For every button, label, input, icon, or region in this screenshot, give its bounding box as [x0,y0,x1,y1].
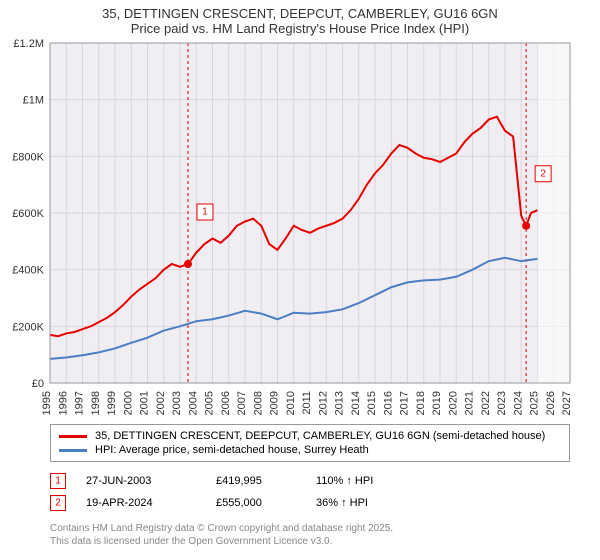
events-table: 1 27-JUN-2003 £419,995 110% ↑ HPI 2 19-APR-20… [50,470,570,514]
svg-text:2000: 2000 [122,391,134,415]
event-pct: 110% ↑ HPI [316,475,416,487]
svg-text:2014: 2014 [350,391,362,415]
svg-text:2004: 2004 [187,391,199,415]
legend-label: 35, DETTINGEN CRESCENT, DEEPCUT, CAMBERL… [95,430,545,442]
svg-text:2012: 2012 [317,391,329,415]
svg-text:2008: 2008 [252,391,264,415]
svg-text:2001: 2001 [139,391,151,415]
legend-row: HPI: Average price, semi-detached house,… [59,443,561,457]
footer-line-1: Contains HM Land Registry data © Crown c… [50,522,570,535]
svg-text:1996: 1996 [57,391,69,415]
svg-text:£200K: £200K [12,321,44,333]
svg-text:2018: 2018 [415,391,427,415]
svg-text:2016: 2016 [382,391,394,415]
svg-text:£0: £0 [32,378,44,390]
svg-text:2015: 2015 [366,391,378,415]
svg-text:2: 2 [540,168,546,179]
svg-text:1999: 1999 [106,391,118,415]
svg-text:£400K: £400K [12,265,44,277]
legend-swatch [59,435,87,438]
svg-text:2007: 2007 [236,391,248,415]
svg-text:1997: 1997 [74,391,86,415]
event-date: 19-APR-2024 [86,497,196,509]
svg-text:£1M: £1M [23,95,44,107]
svg-text:2010: 2010 [285,391,297,415]
svg-text:2021: 2021 [464,391,476,415]
svg-text:2002: 2002 [155,391,167,415]
svg-text:2024: 2024 [512,391,524,415]
svg-text:£600K: £600K [12,208,44,220]
event-row: 2 19-APR-2024 £555,000 36% ↑ HPI [50,492,570,514]
svg-text:1998: 1998 [90,391,102,415]
title-line-1: 35, DETTINGEN CRESCENT, DEEPCUT, CAMBERL… [10,6,590,21]
event-row: 1 27-JUN-2003 £419,995 110% ↑ HPI [50,470,570,492]
svg-text:2022: 2022 [480,391,492,415]
svg-text:2023: 2023 [496,391,508,415]
legend-row: 35, DETTINGEN CRESCENT, DEEPCUT, CAMBERL… [59,429,561,443]
event-marker: 2 [50,495,66,511]
event-date: 27-JUN-2003 [86,475,196,487]
legend: 35, DETTINGEN CRESCENT, DEEPCUT, CAMBERL… [50,424,570,462]
svg-text:2017: 2017 [399,391,411,415]
chart-title: 35, DETTINGEN CRESCENT, DEEPCUT, CAMBERL… [0,0,600,38]
svg-text:2027: 2027 [561,391,573,415]
svg-text:2019: 2019 [431,391,443,415]
plot-area: £0 £200K £400K £600K £800K £1M £1.2M 1995 1996 19… [0,38,600,418]
title-line-2: Price paid vs. HM Land Registry's House … [10,21,590,36]
svg-text:2003: 2003 [171,391,183,415]
footer-line-2: This data is licensed under the Open Gov… [50,535,570,548]
svg-text:2009: 2009 [269,391,281,415]
event-price: £555,000 [216,497,296,509]
svg-text:2013: 2013 [334,391,346,415]
legend-label: HPI: Average price, semi-detached house,… [95,444,369,456]
svg-text:2: 2 [55,498,61,509]
legend-swatch [59,449,87,452]
chart-container: 35, DETTINGEN CRESCENT, DEEPCUT, CAMBERL… [0,0,600,556]
event-marker: 1 [50,473,66,489]
svg-text:1: 1 [202,207,208,218]
svg-text:2006: 2006 [220,391,232,415]
chart-svg: £0 £200K £400K £600K £800K £1M £1.2M 1995 1996 19… [0,38,600,418]
event-pct: 36% ↑ HPI [316,497,416,509]
svg-text:2005: 2005 [204,391,216,415]
svg-text:2026: 2026 [545,391,557,415]
footer: Contains HM Land Registry data © Crown c… [50,522,570,556]
svg-text:2011: 2011 [301,391,313,415]
svg-text:1995: 1995 [41,391,53,415]
event-price: £419,995 [216,475,296,487]
svg-text:£800K: £800K [12,151,44,163]
svg-text:2020: 2020 [447,391,459,415]
svg-text:2025: 2025 [529,391,541,415]
svg-text:£1.2M: £1.2M [13,38,44,50]
svg-text:1: 1 [55,476,61,487]
